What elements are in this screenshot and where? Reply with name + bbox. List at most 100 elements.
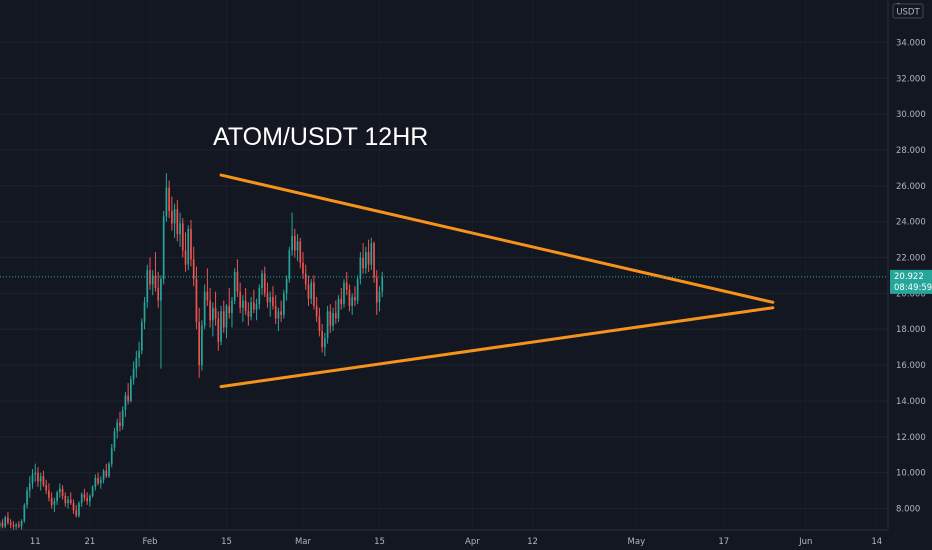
candle-body [373,243,375,278]
candle-body [119,422,121,427]
candle-body [124,395,127,410]
candle-body [214,307,217,319]
candle-body [220,311,222,342]
y-tick-label: 22.000 [896,254,926,264]
candle-body [367,252,370,265]
candle-body [354,296,356,301]
candle-body [375,277,378,303]
candle-body [37,472,39,482]
candle-body [173,209,176,224]
candle-body [324,338,326,348]
candle-body [261,273,263,289]
candle-body [67,499,69,504]
candle-body [334,313,337,319]
candle-body [157,288,160,301]
candle-body [86,497,89,502]
candle-body [146,270,149,303]
candle-body [263,273,266,294]
candle-body [28,483,31,491]
candle-body [283,293,285,315]
candle-body [299,241,302,263]
candle-body [15,524,17,527]
candle-body [132,368,135,380]
candle-body [318,316,321,332]
y-tick-label: 12.000 [896,433,926,443]
candle-body [116,422,119,432]
y-tick-label: 20.000 [896,289,926,299]
candle-body [18,524,20,527]
candle-body [91,486,94,496]
x-tick-label: Feb [142,537,157,547]
candle-body [280,311,282,315]
candle-body [7,517,9,523]
candle-body [381,277,384,292]
candle-body [307,284,310,299]
candle-body [23,504,26,522]
candle-body [0,522,1,527]
candle-body [154,275,157,289]
candle-body [310,282,313,299]
candle-body [364,252,367,269]
candle-body [285,279,288,294]
y-tick-label: 16.000 [896,361,926,371]
x-tick-label: 15 [221,537,232,547]
candle-body [78,503,80,516]
candle-body [272,296,274,306]
candle-body [343,282,345,305]
candle-body [143,302,146,323]
candle-body [160,279,162,301]
x-tick-label: Jun [798,537,812,547]
candle-body [203,291,206,326]
price-axis[interactable]: 8.000 10.000 12.000 14.000 16.000 18.000 20.00… [887,0,926,530]
candle-body [53,501,56,505]
candle-body [315,305,318,317]
candle-body [313,282,315,306]
candle-body [348,289,351,306]
candle-body [225,305,228,328]
candle-body [250,302,252,317]
candle-body [302,262,304,274]
candle-body [42,476,45,486]
candle-body [162,216,165,280]
candle-body [97,478,99,484]
currency-badge[interactable]: USDT [892,3,924,19]
candle-body [209,300,211,321]
candle-body [12,524,15,527]
candle-body [61,488,64,496]
candle-body [231,300,233,314]
candle-body [222,311,225,328]
candle-body [356,279,359,301]
candle-body [69,499,72,504]
candle-body [190,228,192,260]
candle-body [340,298,343,305]
candle-body [56,492,58,502]
candle-body [206,291,209,301]
candle-body [326,311,329,339]
time-axis[interactable]: 11 21 Feb 15 Mar 15 Apr 12 May 17 Jun 14 [0,529,888,547]
candle-body [293,236,296,251]
candle-body [83,494,86,498]
candle-body [140,322,143,351]
y-tick-label: 24.000 [896,218,926,228]
candle-body [89,495,91,502]
candle-body [110,447,113,464]
x-tick-label: 17 [718,537,729,547]
chart-title: ATOM/USDT 12HR [213,123,428,151]
candle-body [239,291,242,308]
candle-body [211,307,214,321]
x-tick-label: Mar [295,537,312,547]
candle-body [130,379,132,401]
x-tick-label: 12 [527,537,538,547]
candle-body [277,311,280,319]
last-price-value: 20.922 [894,272,924,282]
candle-body [288,250,291,280]
candle-body [198,322,201,366]
x-tick-label: Apr [465,537,480,547]
candle-body [332,313,334,326]
candle-body [64,495,67,504]
candle-countdown: 08:49:59 [894,283,932,293]
candle-body [72,503,75,511]
candle-body [135,357,138,369]
candle-body [138,350,140,358]
